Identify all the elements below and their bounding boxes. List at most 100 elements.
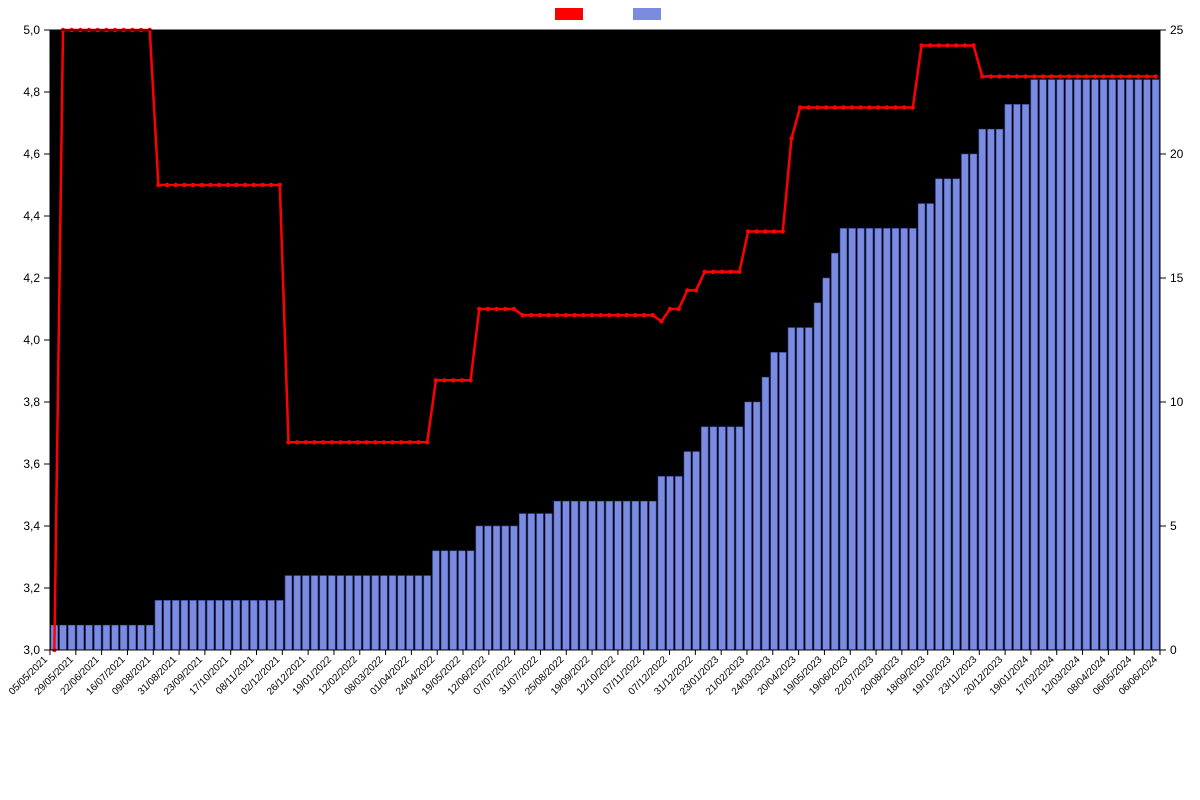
line-marker bbox=[1032, 74, 1036, 78]
line-marker bbox=[850, 105, 854, 109]
bar bbox=[164, 600, 171, 650]
left-tick-label: 5,0 bbox=[23, 23, 40, 37]
bar bbox=[918, 204, 925, 650]
line-marker bbox=[1015, 74, 1019, 78]
line-marker bbox=[772, 229, 776, 233]
bar bbox=[788, 328, 795, 650]
bar bbox=[623, 501, 630, 650]
line-marker bbox=[1041, 74, 1045, 78]
line-marker bbox=[633, 313, 637, 317]
bar bbox=[276, 600, 283, 650]
bar bbox=[1057, 80, 1064, 650]
bar bbox=[450, 551, 457, 650]
bar bbox=[224, 600, 231, 650]
bar bbox=[346, 576, 353, 650]
line-marker bbox=[616, 313, 620, 317]
left-tick-label: 4,6 bbox=[23, 147, 40, 161]
bar bbox=[1092, 80, 1099, 650]
line-marker bbox=[217, 183, 221, 187]
line-marker bbox=[312, 440, 316, 444]
left-tick-label: 3,6 bbox=[23, 457, 40, 471]
line-marker bbox=[226, 183, 230, 187]
bar bbox=[1083, 80, 1090, 650]
bar bbox=[1118, 80, 1125, 650]
line-marker bbox=[659, 319, 663, 323]
right-axis: 0510152025 bbox=[1160, 23, 1184, 657]
bar bbox=[727, 427, 734, 650]
line-marker bbox=[252, 183, 256, 187]
line-marker bbox=[607, 313, 611, 317]
line-marker bbox=[434, 378, 438, 382]
line-marker bbox=[200, 183, 204, 187]
bar bbox=[363, 576, 370, 650]
line-marker bbox=[234, 183, 238, 187]
bar bbox=[320, 576, 327, 650]
bar bbox=[1152, 80, 1159, 650]
line-marker bbox=[1145, 74, 1149, 78]
combo-chart: 3,03,23,43,63,84,04,24,44,64,85,00510152… bbox=[0, 0, 1200, 800]
legend-swatch bbox=[633, 8, 661, 20]
bar bbox=[988, 129, 995, 650]
bar bbox=[771, 352, 778, 650]
bar bbox=[927, 204, 934, 650]
bar bbox=[762, 377, 769, 650]
line-marker bbox=[1049, 74, 1053, 78]
line-marker bbox=[286, 440, 290, 444]
bar bbox=[589, 501, 596, 650]
right-tick-label: 0 bbox=[1170, 643, 1177, 657]
bar bbox=[129, 625, 136, 650]
line-marker bbox=[572, 313, 576, 317]
bar bbox=[94, 625, 101, 650]
bar bbox=[1014, 104, 1021, 650]
left-axis: 3,03,23,43,63,84,04,24,44,64,85,0 bbox=[23, 23, 50, 657]
line-marker bbox=[243, 183, 247, 187]
bar bbox=[493, 526, 500, 650]
bar bbox=[190, 600, 197, 650]
bar bbox=[693, 452, 700, 650]
line-marker bbox=[408, 440, 412, 444]
line-marker bbox=[833, 105, 837, 109]
bar bbox=[580, 501, 587, 650]
line-marker bbox=[494, 307, 498, 311]
line-marker bbox=[1006, 74, 1010, 78]
line-marker bbox=[650, 313, 654, 317]
line-marker bbox=[598, 313, 602, 317]
bar bbox=[658, 476, 665, 650]
bar bbox=[502, 526, 509, 650]
line-marker bbox=[720, 270, 724, 274]
line-marker bbox=[885, 105, 889, 109]
bar bbox=[641, 501, 648, 650]
line-marker bbox=[755, 229, 759, 233]
line-marker bbox=[1058, 74, 1062, 78]
bar bbox=[1100, 80, 1107, 650]
line-marker bbox=[746, 229, 750, 233]
line-marker bbox=[876, 105, 880, 109]
bar bbox=[1074, 80, 1081, 650]
line-marker bbox=[902, 105, 906, 109]
bar bbox=[302, 576, 309, 650]
bar bbox=[1005, 104, 1012, 650]
bar bbox=[485, 526, 492, 650]
line-marker bbox=[1084, 74, 1088, 78]
line-marker bbox=[156, 183, 160, 187]
bar bbox=[380, 576, 387, 650]
left-tick-label: 4,2 bbox=[23, 271, 40, 285]
bar bbox=[866, 228, 873, 650]
line-marker bbox=[538, 313, 542, 317]
bar bbox=[294, 576, 301, 650]
bar bbox=[467, 551, 474, 650]
legend bbox=[555, 8, 661, 20]
bar bbox=[112, 625, 119, 650]
right-tick-label: 10 bbox=[1170, 395, 1184, 409]
bar bbox=[172, 600, 179, 650]
line-marker bbox=[347, 440, 351, 444]
bar bbox=[684, 452, 691, 650]
bar bbox=[632, 501, 639, 650]
line-marker bbox=[468, 378, 472, 382]
right-tick-label: 15 bbox=[1170, 271, 1184, 285]
bar bbox=[242, 600, 249, 650]
line-marker bbox=[486, 307, 490, 311]
line-marker bbox=[364, 440, 368, 444]
left-tick-label: 4,0 bbox=[23, 333, 40, 347]
bar bbox=[814, 303, 821, 650]
